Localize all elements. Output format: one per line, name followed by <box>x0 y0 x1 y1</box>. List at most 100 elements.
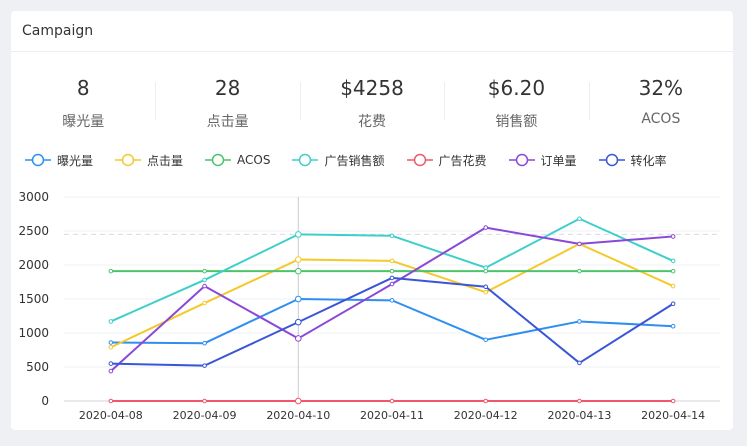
y-tick-label: 1000 <box>18 326 49 340</box>
card-title: Campaign <box>22 23 94 39</box>
legend-item[interactable]: 订单量 <box>508 152 577 169</box>
y-tick-label: 3000 <box>18 190 49 204</box>
x-tick-label: 2020-04-12 <box>454 409 518 422</box>
data-point <box>670 234 676 239</box>
stat-impressions: 8 曝光量 <box>11 74 155 136</box>
data-point <box>670 258 676 264</box>
stat-value: 32% <box>638 76 684 100</box>
legend-item[interactable]: ACOS <box>205 153 270 167</box>
data-point <box>202 268 207 274</box>
data-point <box>670 323 676 329</box>
data-point <box>202 398 207 404</box>
data-point <box>294 318 302 326</box>
stat-value: $6.20 <box>487 76 546 100</box>
stat-clicks: 28 点击量 <box>155 74 299 136</box>
data-point <box>577 241 582 247</box>
stat-label: 曝光量 <box>62 114 105 130</box>
campaign-card: Campaign 8 曝光量 28 点击量 $4258 花费 $6.20 销售额… <box>11 11 733 430</box>
data-point <box>389 275 395 281</box>
data-point <box>202 277 207 283</box>
stat-value: 8 <box>76 76 90 100</box>
legend-label: 转化率 <box>630 153 667 168</box>
legend-label: 广告销售额 <box>324 153 385 168</box>
legend-item[interactable]: 广告销售额 <box>292 152 385 169</box>
data-point <box>389 298 395 303</box>
data-point <box>294 335 302 342</box>
legend-line-circle-icon <box>115 153 142 167</box>
data-point <box>108 368 114 374</box>
legend-label: 曝光量 <box>57 153 94 168</box>
stat-value: 28 <box>214 76 241 100</box>
legend-item[interactable]: 广告花费 <box>406 152 487 169</box>
data-point <box>577 268 582 274</box>
data-point <box>108 398 114 404</box>
legend-line-circle-icon <box>406 153 433 167</box>
data-point <box>202 283 207 289</box>
legend-item[interactable]: 转化率 <box>598 152 667 169</box>
data-point <box>670 301 676 307</box>
data-point <box>389 398 395 404</box>
stat-acos: 32% ACOS <box>588 74 733 136</box>
data-point <box>202 363 207 368</box>
legend-label: 点击量 <box>147 153 184 168</box>
legend-label: 订单量 <box>540 153 577 168</box>
data-point <box>108 340 114 345</box>
series-line <box>110 298 674 345</box>
data-point <box>577 216 582 222</box>
x-tick-label: 2020-04-11 <box>360 409 424 422</box>
stat-label: 花费 <box>358 114 387 130</box>
legend-line-circle-icon <box>508 153 535 167</box>
y-tick-label: 2500 <box>18 224 49 238</box>
stat-spend: $4258 花费 <box>299 74 444 136</box>
data-point <box>294 295 302 303</box>
data-point <box>108 319 114 324</box>
data-point <box>294 256 302 263</box>
stat-label: 销售额 <box>495 114 538 130</box>
y-tick-label: 1500 <box>18 292 49 306</box>
data-point <box>483 225 489 230</box>
data-point <box>670 398 676 404</box>
data-point <box>389 268 395 274</box>
stat-value: $4258 <box>340 76 404 100</box>
data-point <box>294 267 302 275</box>
x-tick-label: 2020-04-13 <box>547 409 611 422</box>
stat-label: 点击量 <box>206 114 249 130</box>
data-point <box>483 337 489 343</box>
data-point <box>670 283 676 289</box>
data-point <box>483 284 489 290</box>
x-tick-label: 2020-04-08 <box>79 409 143 422</box>
legend-line-circle-icon <box>598 153 625 167</box>
chart-legend: 曝光量 点击量 ACOS 广告销售额 广告花费 订单量 转化率 <box>25 151 725 169</box>
data-point <box>577 360 582 366</box>
legend-item[interactable]: 曝光量 <box>25 152 93 169</box>
x-tick-label: 2020-04-10 <box>266 409 330 422</box>
stat-sales: $6.20 销售额 <box>444 74 588 136</box>
data-point <box>108 344 114 350</box>
x-tick-label: 2020-04-14 <box>641 409 705 422</box>
data-point <box>202 340 207 346</box>
data-point <box>108 268 114 274</box>
data-point <box>389 281 395 287</box>
legend-line-circle-icon <box>292 153 319 167</box>
legend-line-circle-icon <box>25 153 51 167</box>
data-point <box>670 268 676 274</box>
data-point <box>577 319 582 324</box>
data-point <box>483 289 489 295</box>
legend-item[interactable]: 点击量 <box>115 152 183 169</box>
data-point <box>202 300 207 306</box>
y-tick-label: 2000 <box>18 258 49 272</box>
data-point <box>294 397 302 405</box>
data-point <box>108 361 114 366</box>
data-point <box>294 231 302 238</box>
legend-label: ACOS <box>237 153 271 167</box>
data-point <box>577 398 582 404</box>
legend-label: 广告花费 <box>438 153 487 168</box>
stats-row: 8 曝光量 28 点击量 $4258 花费 $6.20 销售额 32% ACOS <box>11 74 733 136</box>
stat-label: ACOS <box>641 111 681 127</box>
card-header: Campaign <box>11 11 733 52</box>
data-point <box>483 398 489 404</box>
data-point <box>483 265 489 271</box>
data-point <box>389 258 395 264</box>
y-tick-label: 500 <box>26 360 49 374</box>
x-tick-label: 2020-04-09 <box>173 409 237 422</box>
